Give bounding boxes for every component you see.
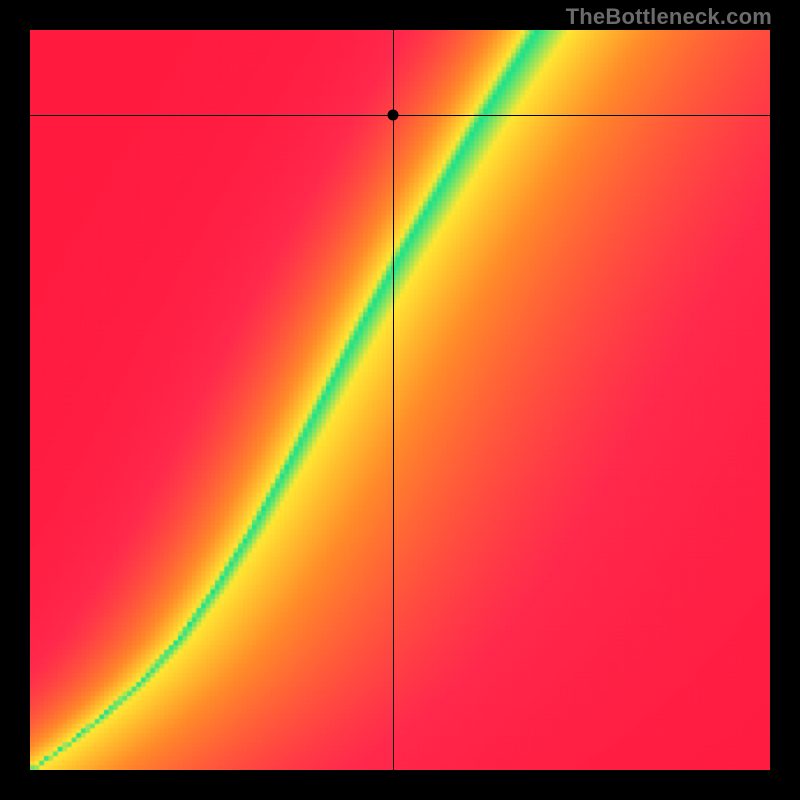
crosshair-marker-dot: [387, 110, 398, 121]
crosshair-vertical: [393, 30, 394, 770]
heatmap-canvas: [30, 30, 770, 770]
crosshair-horizontal: [30, 115, 770, 116]
watermark-text: TheBottleneck.com: [566, 4, 772, 30]
heatmap-plot: [30, 30, 770, 770]
